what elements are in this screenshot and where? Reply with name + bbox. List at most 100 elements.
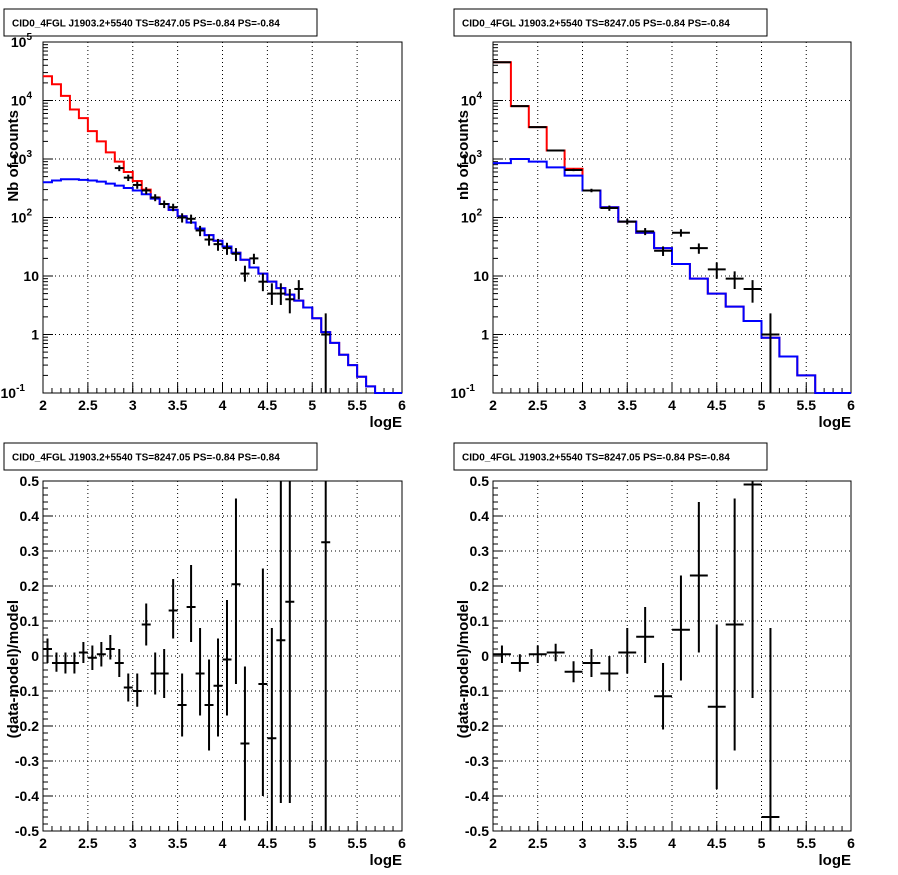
data-point xyxy=(186,565,196,642)
data-point xyxy=(123,174,133,182)
y-tick-label: 10-1 xyxy=(451,383,476,401)
series-component-model xyxy=(493,158,851,394)
data-point xyxy=(564,661,583,683)
x-tick-label: 2.5 xyxy=(528,397,548,413)
x-tick-label: 3 xyxy=(129,835,137,851)
x-tick-label: 5 xyxy=(308,397,316,413)
y-tick-label: -0.2 xyxy=(15,718,39,734)
data-point xyxy=(582,649,601,677)
y-tick-label: 0.3 xyxy=(470,543,490,559)
y-tick-label: -0.4 xyxy=(465,788,489,804)
x-axis-label: logE xyxy=(370,852,403,869)
data-point xyxy=(285,288,295,314)
x-tick-label: 3 xyxy=(579,835,587,851)
data-point xyxy=(546,643,565,662)
x-tick-label: 2.5 xyxy=(528,835,548,851)
data-point xyxy=(600,656,619,691)
chart-panel-4: CID0_4FGL J1903.2+5540 TS=8247.05 PS=-0.… xyxy=(453,442,855,869)
x-tick-label: 6 xyxy=(398,397,406,413)
x-tick-label: 5.5 xyxy=(797,397,817,413)
data-point xyxy=(528,645,547,663)
x-tick-label: 6 xyxy=(847,835,855,851)
data-point xyxy=(276,481,286,803)
data-point xyxy=(204,659,214,751)
data-point xyxy=(285,481,295,803)
data-point xyxy=(213,238,223,251)
y-tick-label: 102 xyxy=(461,208,483,226)
y-tick-label: 0 xyxy=(481,648,489,664)
data-point xyxy=(725,271,744,289)
y-tick-label: 0.5 xyxy=(470,473,490,489)
x-tick-label: 3.5 xyxy=(168,835,188,851)
data-point xyxy=(249,253,259,265)
data-point xyxy=(69,652,79,674)
data-point xyxy=(141,603,151,646)
data-point xyxy=(600,205,619,211)
y-tick-label: -0.3 xyxy=(15,753,39,769)
data-point xyxy=(204,234,214,246)
y-tick-label: -0.4 xyxy=(15,788,39,804)
y-tick-label: 1 xyxy=(481,327,489,343)
chart-title: CID0_4FGL J1903.2+5540 TS=8247.05 PS=-0.… xyxy=(462,19,730,30)
data-point xyxy=(114,165,124,172)
data-point xyxy=(672,229,690,237)
chart-title: CID0_4FGL J1903.2+5540 TS=8247.05 PS=-0.… xyxy=(462,453,730,464)
data-point xyxy=(43,638,52,663)
y-axis-label: (data-model)/model xyxy=(455,600,472,738)
chart-panel-1: CID0_4FGL J1903.2+5540 TS=8247.05 PS=-0.… xyxy=(1,8,406,431)
x-axis-label: logE xyxy=(370,414,403,431)
x-tick-label: 4.5 xyxy=(707,397,727,413)
y-tick-label: 102 xyxy=(11,208,33,226)
data-point xyxy=(168,579,178,639)
x-tick-label: 5.5 xyxy=(797,835,817,851)
data-point xyxy=(87,645,97,670)
x-tick-label: 5 xyxy=(758,397,766,413)
y-axis-label: nb of counts xyxy=(455,110,472,200)
data-point xyxy=(725,498,744,751)
data-point xyxy=(96,642,106,667)
y-tick-label: -0.3 xyxy=(465,753,489,769)
y-tick-label: 104 xyxy=(11,91,33,109)
y-tick-label: 10-1 xyxy=(1,383,26,401)
data-point xyxy=(60,652,70,674)
y-tick-label: 103 xyxy=(11,149,33,167)
data-point xyxy=(321,313,331,393)
x-tick-label: 4 xyxy=(668,835,676,851)
chart-title: CID0_4FGL J1903.2+5540 TS=8247.05 PS=-0.… xyxy=(12,453,280,464)
data-point xyxy=(493,61,511,64)
data-point xyxy=(195,225,205,237)
chart-panel-2: CID0_4FGL J1903.2+5540 TS=8247.05 PS=-0.… xyxy=(451,8,855,431)
series-component-model xyxy=(43,178,402,394)
data-point xyxy=(654,663,672,730)
x-tick-label: 3 xyxy=(579,397,587,413)
y-tick-label: -0.1 xyxy=(465,683,489,699)
data-point xyxy=(493,645,511,663)
y-tick-label: -0.5 xyxy=(15,823,39,839)
y-tick-label: 1 xyxy=(31,327,39,343)
data-point xyxy=(276,283,286,305)
series-total-model xyxy=(493,61,851,394)
data-point xyxy=(510,105,529,108)
x-axis-label: logE xyxy=(819,852,852,869)
data-point xyxy=(510,654,529,672)
x-tick-label: 2 xyxy=(39,397,47,413)
data-point xyxy=(564,168,583,172)
x-tick-label: 3 xyxy=(129,397,137,413)
x-tick-label: 3.5 xyxy=(618,835,638,851)
data-point xyxy=(51,652,61,672)
data-point xyxy=(213,638,223,737)
data-point xyxy=(743,481,762,698)
y-tick-label: 105 xyxy=(11,32,33,50)
y-tick-label: 0.1 xyxy=(470,613,490,629)
data-point xyxy=(743,280,762,303)
data-point xyxy=(528,126,547,129)
data-point xyxy=(546,149,565,152)
data-point xyxy=(258,273,268,292)
data-point xyxy=(186,214,196,224)
chart-title: CID0_4FGL J1903.2+5540 TS=8247.05 PS=-0.… xyxy=(12,19,280,30)
data-point xyxy=(672,575,690,681)
y-tick-label: 10 xyxy=(23,268,39,284)
data-point xyxy=(294,280,304,300)
y-tick-label: -0.1 xyxy=(15,683,39,699)
data-point xyxy=(267,283,277,305)
